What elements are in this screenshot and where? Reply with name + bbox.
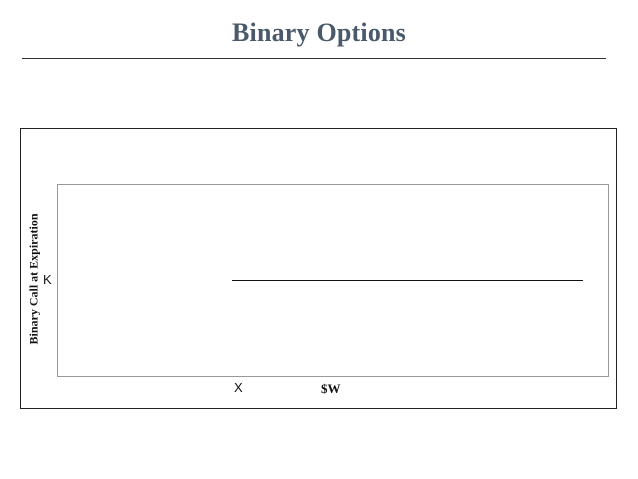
payoff-level-label: K: [43, 272, 52, 287]
strike-label: X: [234, 380, 243, 395]
plot-area: [57, 184, 609, 377]
diagram-frame: [20, 128, 617, 409]
y-axis-label: Binary Call at Expiration: [26, 213, 41, 345]
slide-title: Binary Options: [231, 18, 406, 47]
title-divider: [22, 58, 606, 59]
binary-call-payoff-line: [232, 280, 583, 281]
x-axis-label: $W: [321, 381, 341, 396]
